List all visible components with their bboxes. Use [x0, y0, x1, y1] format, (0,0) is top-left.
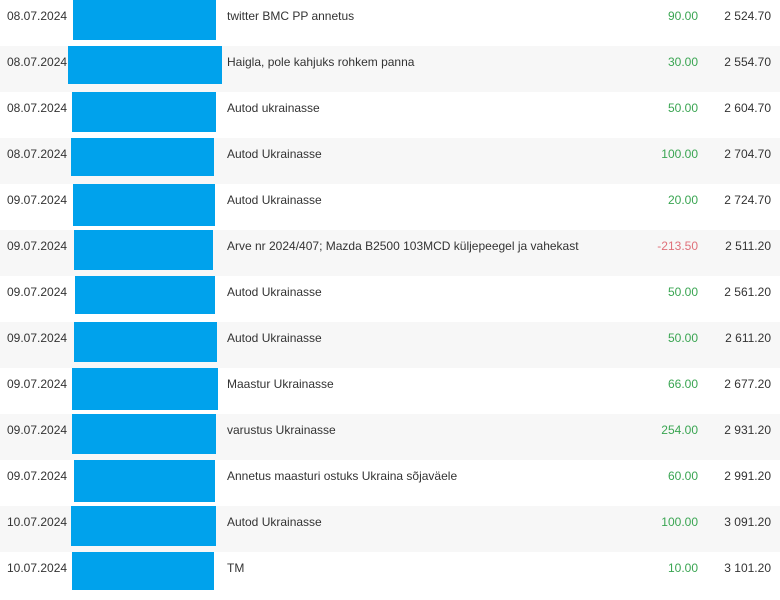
redacted-counterparty — [68, 46, 222, 84]
table-row[interactable]: 10.07.2024 TM 10.00 3 101.20 — [0, 552, 780, 598]
balance-cell: 2 511.20 — [725, 239, 771, 253]
balance-cell: 2 561.20 — [724, 285, 771, 299]
table-row[interactable]: 08.07.2024 Autod Ukrainasse 100.00 2 704… — [0, 138, 780, 184]
date-cell: 08.07.2024 — [7, 101, 68, 115]
table-row[interactable]: 09.07.2024 Autod Ukrainasse 50.00 2 611.… — [0, 322, 780, 368]
amount-cell: 254.00 — [661, 423, 698, 437]
date-cell: 10.07.2024 — [7, 561, 68, 575]
date-cell: 09.07.2024 — [7, 331, 68, 345]
redacted-counterparty — [74, 460, 215, 502]
table-row[interactable]: 09.07.2024 Autod Ukrainasse 20.00 2 724.… — [0, 184, 780, 230]
description-cell: Maastur Ukrainasse — [227, 377, 334, 391]
date-cell: 08.07.2024 — [7, 9, 68, 23]
date-cell: 08.07.2024 — [7, 147, 68, 161]
description-cell: varustus Ukrainasse — [227, 423, 336, 437]
table-row[interactable]: 09.07.2024 varustus Ukrainasse 254.00 2 … — [0, 414, 780, 460]
table-row[interactable]: 08.07.2024 Haigla, pole kahjuks rohkem p… — [0, 46, 780, 92]
redacted-counterparty — [74, 322, 217, 362]
balance-cell: 2 524.70 — [724, 9, 771, 23]
description-cell: Autod Ukrainasse — [227, 285, 322, 299]
redacted-counterparty — [72, 368, 218, 410]
date-cell: 10.07.2024 — [7, 515, 68, 529]
balance-cell: 2 611.20 — [725, 331, 771, 345]
balance-cell: 3 101.20 — [724, 561, 771, 575]
date-cell: 09.07.2024 — [7, 469, 68, 483]
description-cell: twitter BMC PP annetus — [227, 9, 355, 23]
description-cell: Autod Ukrainasse — [227, 147, 322, 161]
balance-cell: 2 724.70 — [724, 193, 771, 207]
table-row[interactable]: 09.07.2024 Arve nr 2024/407; Mazda B2500… — [0, 230, 780, 276]
balance-cell: 2 604.70 — [724, 101, 771, 115]
table-row[interactable]: 09.07.2024 Annetus maasturi ostuks Ukrai… — [0, 460, 780, 506]
amount-cell: 50.00 — [667, 331, 698, 345]
description-cell: Arve nr 2024/407; Mazda B2500 103MCD kül… — [227, 239, 579, 253]
amount-cell: 30.00 — [667, 55, 698, 69]
description-cell: TM — [227, 561, 245, 575]
redacted-counterparty — [71, 138, 214, 176]
date-cell: 09.07.2024 — [7, 239, 68, 253]
balance-cell: 2 677.20 — [724, 377, 771, 391]
amount-cell: 50.00 — [667, 285, 698, 299]
balance-cell: 2 704.70 — [724, 147, 771, 161]
date-cell: 09.07.2024 — [7, 193, 68, 207]
amount-cell: 100.00 — [661, 515, 698, 529]
balance-cell: 2 554.70 — [724, 55, 771, 69]
description-cell: Autod ukrainasse — [227, 101, 320, 115]
date-cell: 09.07.2024 — [7, 285, 68, 299]
table-row[interactable]: 09.07.2024 Autod Ukrainasse 50.00 2 561.… — [0, 276, 780, 322]
table-row[interactable]: 10.07.2024 Autod Ukrainasse 100.00 3 091… — [0, 506, 780, 552]
amount-cell: 60.00 — [667, 469, 698, 483]
amount-cell: -213.50 — [657, 239, 698, 253]
date-cell: 09.07.2024 — [7, 377, 68, 391]
redacted-counterparty — [73, 184, 215, 226]
balance-cell: 2 991.20 — [724, 469, 771, 483]
redacted-counterparty — [73, 0, 216, 40]
table-row[interactable]: 09.07.2024 Maastur Ukrainasse 66.00 2 67… — [0, 368, 780, 414]
amount-cell: 90.00 — [667, 9, 698, 23]
balance-cell: 2 931.20 — [724, 423, 771, 437]
amount-cell: 50.00 — [667, 101, 698, 115]
amount-cell: 20.00 — [667, 193, 698, 207]
description-cell: Autod Ukrainasse — [227, 331, 322, 345]
amount-cell: 10.00 — [667, 561, 698, 575]
redacted-counterparty — [75, 276, 215, 314]
redacted-counterparty — [71, 506, 216, 546]
redacted-counterparty — [72, 414, 216, 454]
date-cell: 08.07.2024 — [7, 55, 68, 69]
description-cell: Haigla, pole kahjuks rohkem panna — [227, 55, 415, 69]
balance-cell: 3 091.20 — [724, 515, 771, 529]
redacted-counterparty — [74, 230, 213, 270]
table-row[interactable]: 08.07.2024 twitter BMC PP annetus 90.00 … — [0, 0, 780, 46]
amount-cell: 66.00 — [667, 377, 698, 391]
description-cell: Annetus maasturi ostuks Ukraina sõjaväel… — [227, 469, 458, 483]
table-row[interactable]: 08.07.2024 Autod ukrainasse 50.00 2 604.… — [0, 92, 780, 138]
amount-cell: 100.00 — [661, 147, 698, 161]
date-cell: 09.07.2024 — [7, 423, 68, 437]
redacted-counterparty — [72, 552, 214, 590]
description-cell: Autod Ukrainasse — [227, 515, 322, 529]
description-cell: Autod Ukrainasse — [227, 193, 322, 207]
redacted-counterparty — [72, 92, 216, 132]
